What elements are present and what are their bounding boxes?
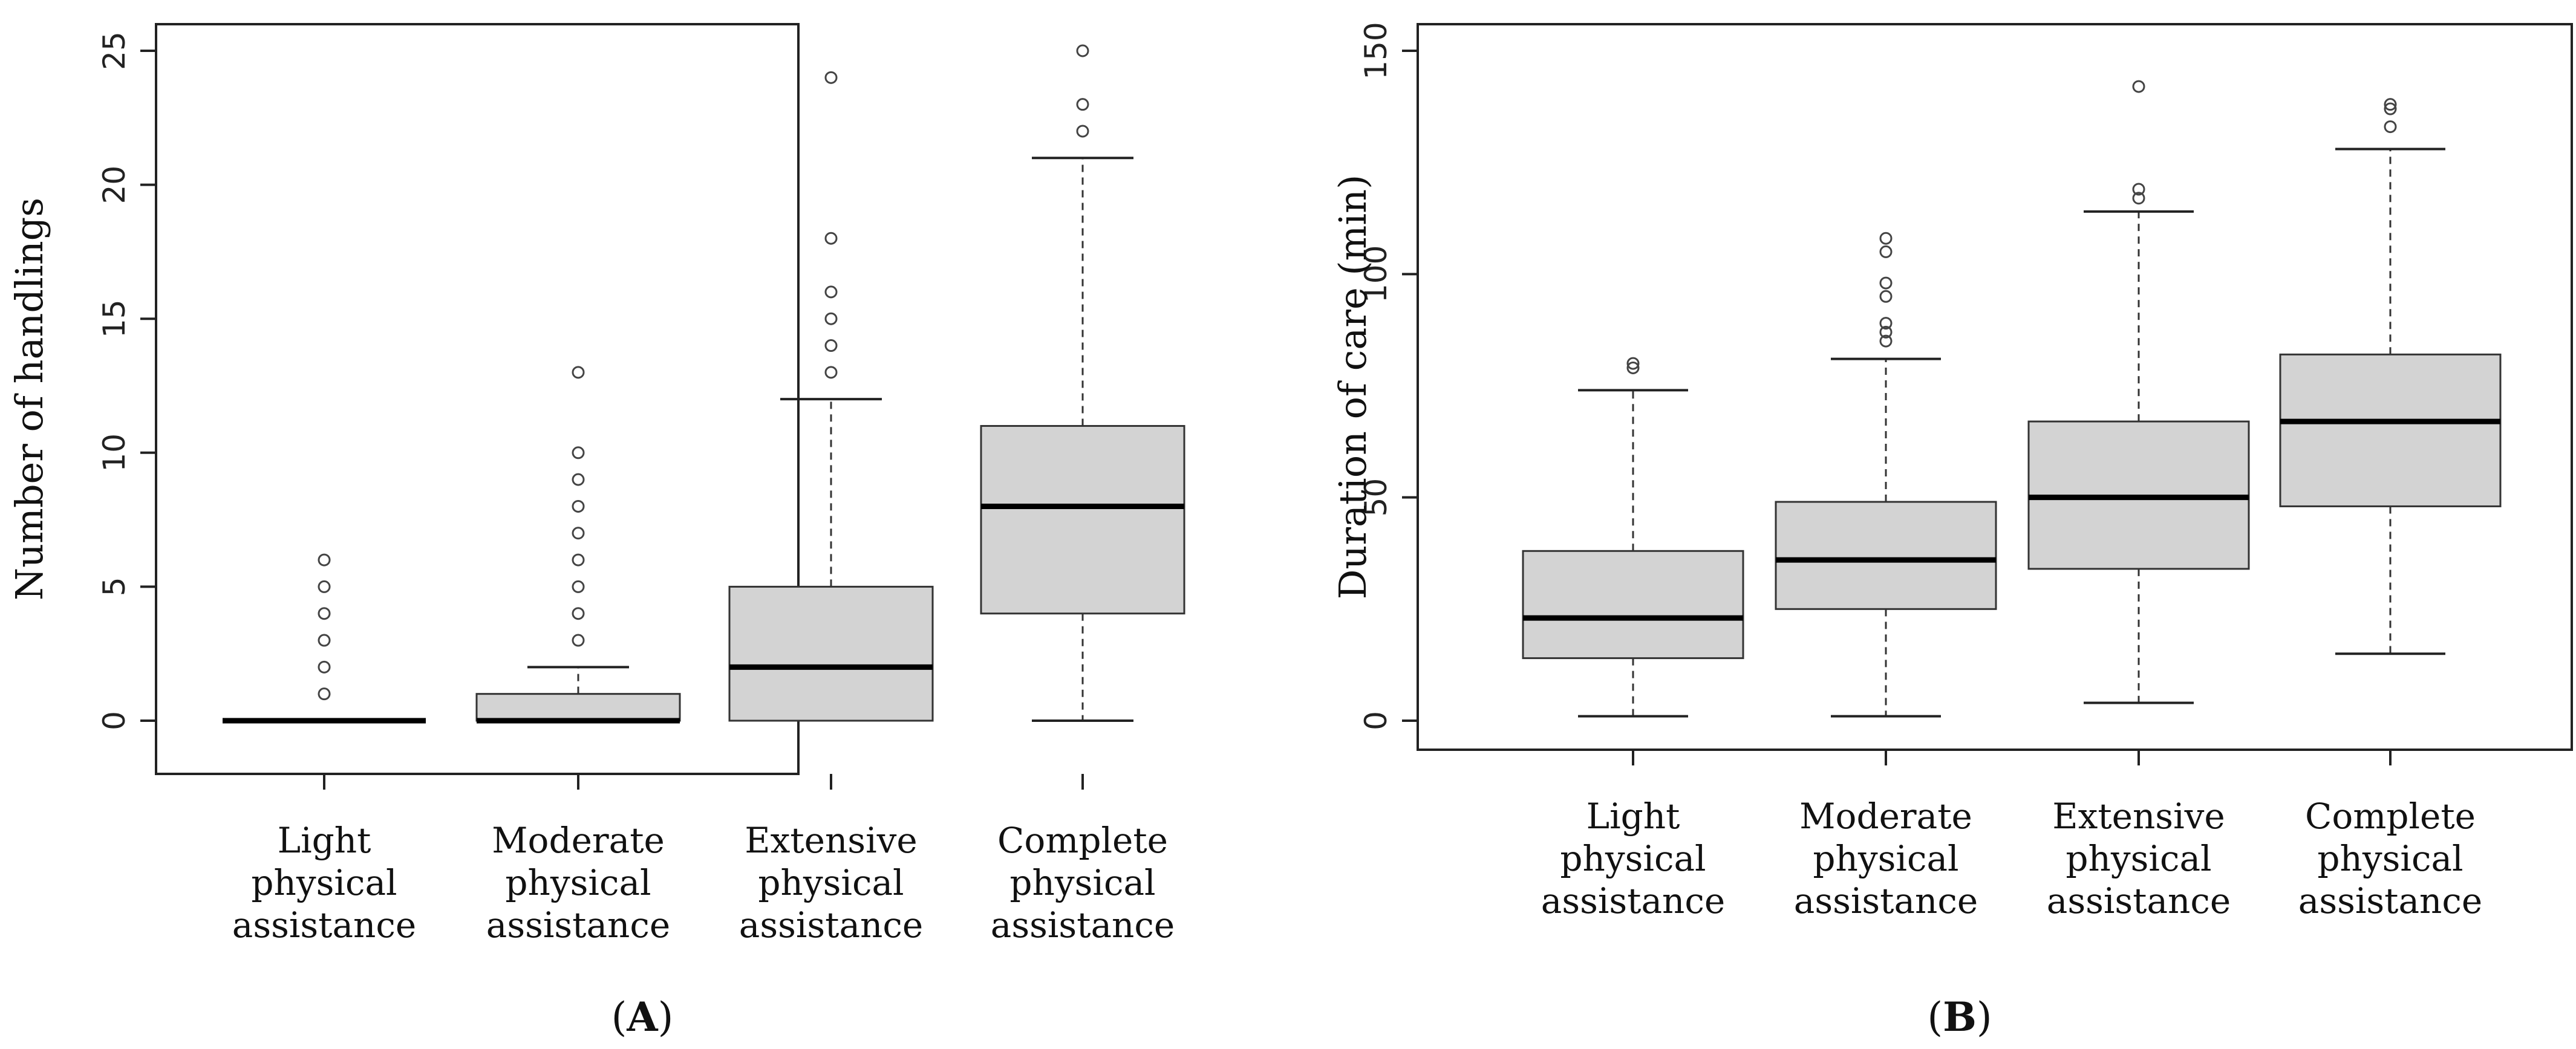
category-label: assistance: [232, 904, 416, 946]
category-label: Moderate: [1799, 796, 1972, 837]
category-label: assistance: [2047, 880, 2231, 921]
box-1: [223, 553, 426, 724]
category-label: physical: [2066, 838, 2211, 879]
category-label: assistance: [1794, 880, 1978, 921]
iqr-box: [980, 424, 1185, 615]
category-label: Complete: [997, 820, 1168, 861]
iqr-box: [1775, 501, 1997, 610]
outlier-point: [2384, 102, 2397, 115]
y-tick-label: 10: [97, 434, 132, 472]
outlier-point: [572, 580, 585, 593]
category-label: Extensive: [2052, 796, 2225, 837]
outlier-point: [824, 366, 838, 379]
y-tick-label: 100: [1358, 245, 1394, 303]
outlier-point: [824, 232, 838, 245]
outlier-point: [1879, 317, 1893, 330]
outlier-point: [318, 553, 331, 567]
outlier-point: [1076, 125, 1089, 138]
y-axis-title: Number of handlings: [7, 198, 51, 600]
iqr-box: [728, 585, 934, 722]
category-label: assistance: [991, 904, 1175, 946]
outlier-point: [824, 285, 838, 299]
box-2: [1775, 232, 1997, 718]
category-label: physical: [251, 862, 397, 903]
outlier-point: [572, 473, 585, 486]
panel-label: (B): [1927, 993, 1992, 1041]
y-tick-label: 50: [1358, 478, 1394, 517]
category-label: assistance: [739, 904, 923, 946]
outlier-point: [1879, 325, 1893, 339]
outlier-point: [572, 527, 585, 540]
outlier-point: [572, 446, 585, 460]
plot-frame: [155, 23, 800, 775]
outlier-point: [1879, 290, 1893, 303]
y-tick-label: 0: [97, 711, 132, 730]
iqr-box: [1522, 550, 1744, 660]
category-label: assistance: [2298, 880, 2482, 921]
outlier-point: [318, 660, 331, 674]
outlier-point: [2132, 80, 2145, 93]
category-label: Light: [278, 820, 371, 861]
category-label: Extensive: [745, 820, 917, 861]
category-label: physical: [1813, 838, 1958, 879]
outlier-point: [2384, 98, 2397, 111]
outlier-point: [1626, 361, 1640, 374]
outlier-point: [572, 607, 585, 620]
outlier-point: [2384, 120, 2397, 134]
category-label: assistance: [1541, 880, 1725, 921]
outlier-point: [1076, 98, 1089, 111]
outlier-point: [824, 339, 838, 352]
box-1: [1522, 357, 1744, 718]
outlier-point: [824, 312, 838, 325]
y-tick-label: 5: [97, 577, 132, 596]
outlier-point: [572, 366, 585, 379]
y-tick-label: 15: [97, 299, 132, 338]
outlier-point: [1626, 357, 1640, 370]
y-tick-label: 0: [1358, 711, 1394, 730]
iqr-box: [475, 693, 681, 722]
y-tick-label: 20: [97, 166, 132, 204]
box-3: [2027, 80, 2250, 704]
outlier-point: [572, 499, 585, 513]
y-tick-label: 150: [1358, 22, 1394, 79]
outlier-point: [1879, 276, 1893, 290]
category-label: Moderate: [492, 820, 665, 861]
category-label: physical: [1009, 862, 1155, 903]
outlier-point: [1879, 232, 1893, 245]
outlier-point: [1879, 334, 1893, 348]
y-axis-title: Duration of care (min): [1331, 175, 1375, 600]
box-2: [475, 366, 681, 724]
category-label: physical: [505, 862, 651, 903]
outlier-point: [824, 71, 838, 84]
outlier-point: [318, 687, 331, 701]
outlier-point: [1076, 44, 1089, 57]
category-label: physical: [1560, 838, 1706, 879]
outlier-point: [318, 580, 331, 593]
outlier-point: [1879, 245, 1893, 258]
box-4: [2279, 98, 2502, 655]
outlier-point: [572, 634, 585, 647]
outlier-point: [2132, 192, 2145, 205]
category-label: physical: [2317, 838, 2463, 879]
category-label: Light: [1586, 796, 1680, 837]
outlier-point: [2132, 183, 2145, 196]
category-label: assistance: [486, 904, 670, 946]
box-4: [980, 44, 1185, 722]
y-tick-label: 25: [97, 31, 132, 70]
box-3: [728, 71, 934, 722]
outlier-point: [572, 553, 585, 567]
outlier-point: [318, 607, 331, 620]
panel-label: (A): [611, 993, 674, 1041]
category-label: physical: [758, 862, 904, 903]
outlier-point: [318, 634, 331, 647]
iqr-box: [2279, 353, 2502, 507]
category-label: Complete: [2305, 796, 2476, 837]
